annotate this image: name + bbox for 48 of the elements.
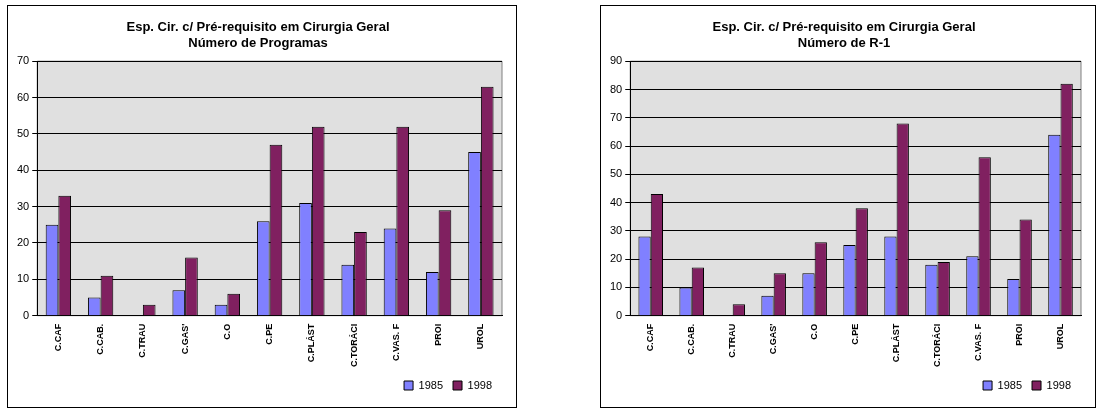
- text: Esp. Cir. c/ Pré-requisito em Cirurgia Geral: [712, 19, 976, 35]
- x-tick-label: UROL: [1055, 323, 1065, 350]
- x-tick-label: C.PLÁST: [891, 323, 902, 363]
- y-tick-label: 10: [609, 280, 623, 293]
- x-tick-label: C.TRAU: [727, 323, 738, 358]
- legend-label: 1985: [418, 378, 444, 391]
- x-tick-label: C.CAF: [52, 323, 63, 352]
- x-tick-label: C.PLÁST: [306, 323, 317, 363]
- y-tick-label: 80: [609, 82, 623, 95]
- text: Número de R-1: [797, 34, 891, 50]
- y-tick-label: 30: [609, 223, 623, 236]
- x-tick-label: C.O: [221, 323, 232, 340]
- x-tick-label: C.O: [809, 323, 820, 340]
- x-tick-label: PROI: [433, 323, 444, 346]
- x-tick-label: UROL: [475, 323, 486, 350]
- y-tick-label: 70: [16, 54, 30, 67]
- y-tick-label: 70: [609, 110, 623, 123]
- y-tick-label: 50: [609, 167, 623, 180]
- x-tick-label: C.VAS. F: [973, 323, 984, 362]
- text: Esp. Cir. c/ Pré-requisito em Cirurgia Geral: [126, 19, 390, 35]
- y-tick-label: 60: [609, 139, 623, 152]
- x-tick-label: PROI: [1014, 323, 1025, 346]
- x-tick-label: C.CAB.: [686, 323, 697, 355]
- x-tick-label: C.TORÁCI: [348, 323, 359, 368]
- x-tick-label: C.TORÁCI: [932, 323, 943, 368]
- legend-label: 1998: [467, 378, 493, 391]
- y-tick-label: 90: [609, 54, 623, 67]
- y-tick-label: 0: [23, 308, 30, 321]
- legend-label: 1998: [1046, 378, 1072, 391]
- x-tick-label: C.GAS': [768, 323, 779, 355]
- x-tick-label: C.PE: [264, 323, 275, 345]
- x-tick-label: C.CAB.: [95, 323, 106, 355]
- y-tick-label: 60: [16, 90, 30, 103]
- y-tick-label: 30: [16, 199, 30, 212]
- x-tick-label: C.GAS': [179, 323, 190, 355]
- x-tick-label: C.VAS. F: [390, 323, 401, 362]
- y-tick-label: 50: [16, 126, 30, 139]
- x-tick-label: C.TRAU: [137, 323, 148, 358]
- y-tick-label: 20: [609, 252, 623, 265]
- text: Número de Programas: [188, 34, 328, 50]
- x-tick-label: C.CAF: [645, 323, 656, 352]
- y-tick-label: 40: [16, 163, 30, 176]
- y-tick-label: 20: [16, 235, 30, 248]
- x-tick-label: C.PE: [850, 323, 861, 345]
- legend-label: 1985: [997, 378, 1023, 391]
- y-tick-label: 0: [616, 308, 623, 321]
- y-tick-label: 40: [609, 195, 623, 208]
- y-tick-label: 10: [16, 272, 30, 285]
